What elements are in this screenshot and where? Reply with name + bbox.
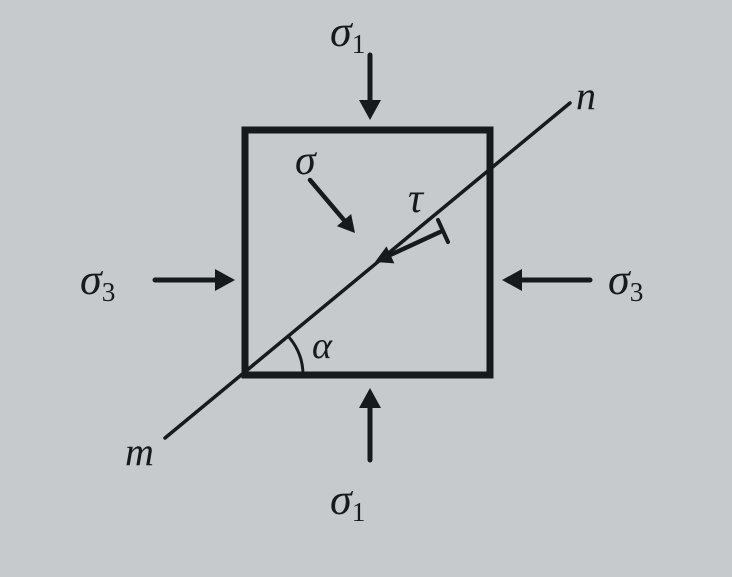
label-sigma3-right: σ3 xyxy=(608,258,643,306)
label-sigma3-left: σ3 xyxy=(80,258,115,306)
label-tau: τ xyxy=(408,178,423,220)
label-sigma: σ xyxy=(295,140,316,182)
label-m: m xyxy=(125,432,154,472)
label-alpha: α xyxy=(312,327,332,365)
label-sigma1-top: σ1 xyxy=(330,10,365,58)
label-n: n xyxy=(576,76,596,116)
diagram-stage: σ1 σ1 σ3 σ3 σ τ α n m xyxy=(0,0,732,577)
label-sigma1-bottom: σ1 xyxy=(330,478,365,526)
